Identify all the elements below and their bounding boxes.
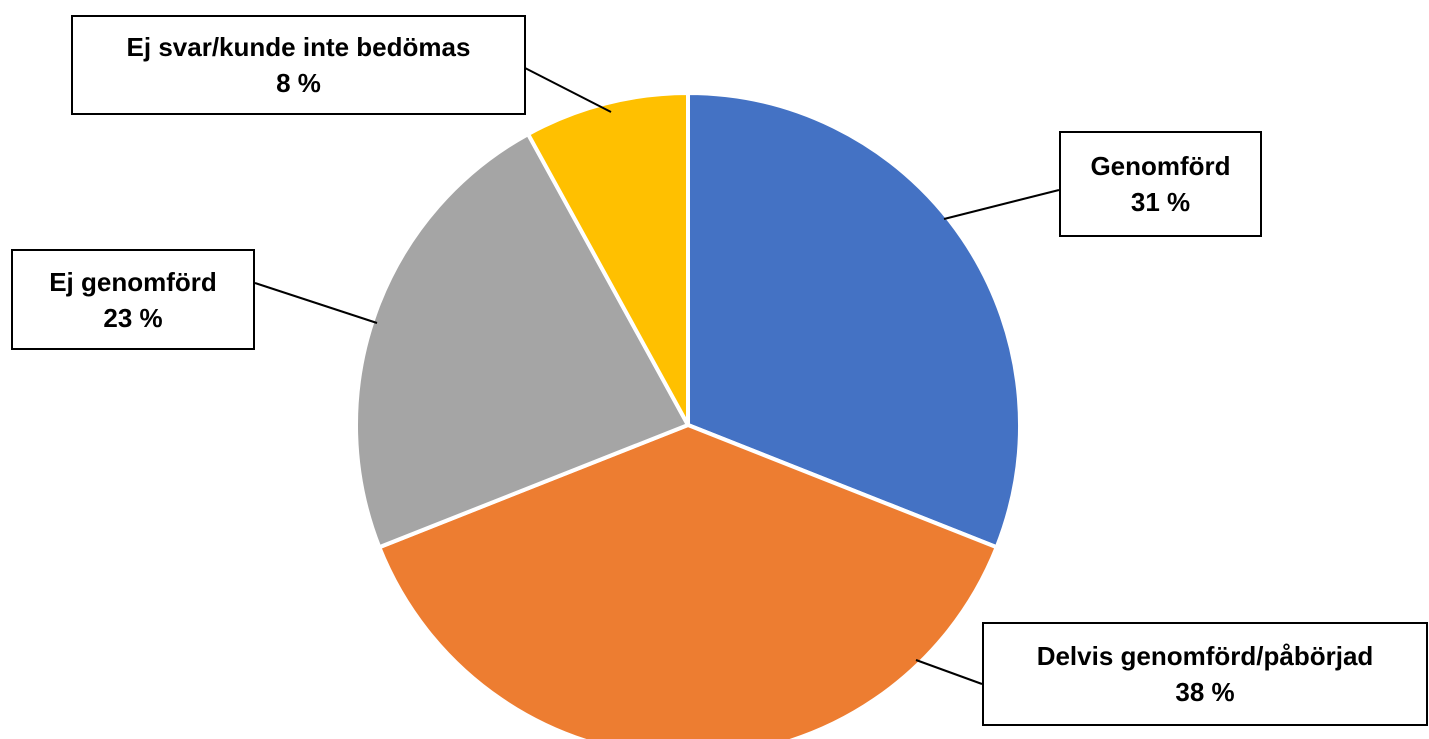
slice-value-text: 31 % [1130, 187, 1191, 217]
slice-value-text: 23 % [103, 302, 163, 333]
slice-label-text: Genomförd [1090, 151, 1231, 181]
slice-label-text: Ej genomförd [49, 266, 217, 297]
leader-line-genomford [943, 189, 1060, 220]
slice-label-delvis-genomford: Delvis genomförd/påbörjad 38 % [982, 622, 1428, 726]
pie-slice-ej-svar-kunde-inte-bedomas [526, 91, 690, 427]
slice-value-text: 8 % [276, 68, 321, 98]
pie-slice-ej-genomford [354, 132, 690, 550]
leader-line-delvis-genomford-paborjad [915, 659, 983, 685]
slice-label-genomford: Genomförd 31 % [1059, 131, 1262, 237]
slice-label-ej-genomford: Ej genomförd 23 % [11, 249, 255, 350]
slice-label-text: Delvis genomförd/påbörjad [1036, 641, 1374, 671]
leader-line-ej-svar-kunde-inte-bedomas [524, 67, 612, 113]
leader-line-ej-genomford [254, 282, 378, 324]
pie-slice-genomford [686, 91, 1022, 550]
slice-value-text: 38 % [1175, 677, 1235, 707]
pie-slice-delvis-genomford-paborjad [377, 423, 999, 739]
slice-label-ej-svar: Ej svar/kunde inte bedömas 8 % [71, 15, 526, 115]
slice-label-text: Ej svar/kunde inte bedömas [126, 32, 471, 62]
